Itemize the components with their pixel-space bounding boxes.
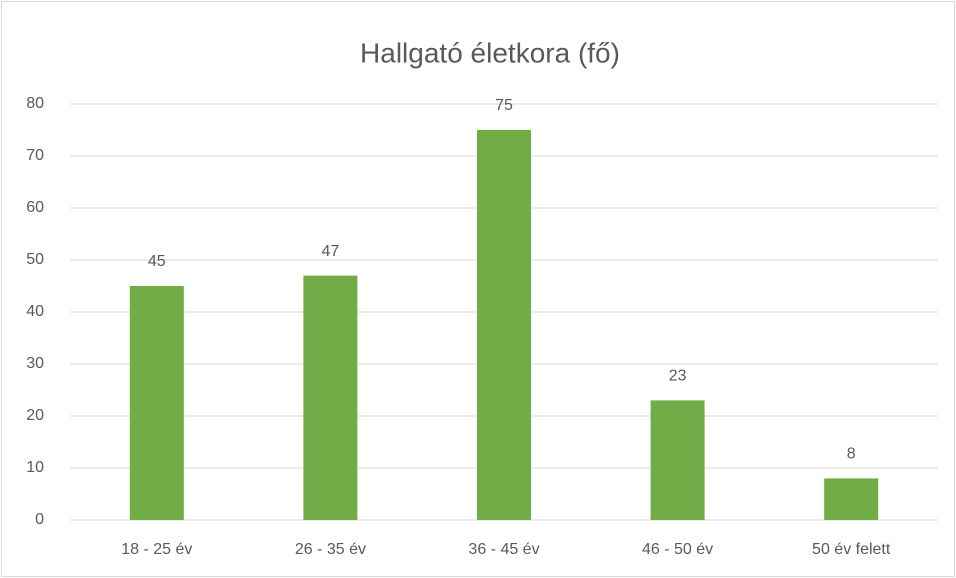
y-tick-label: 0: [35, 511, 44, 528]
bar: [650, 400, 705, 520]
data-label: 23: [669, 368, 687, 385]
data-label: 8: [847, 446, 856, 463]
x-tick-label: 46 - 50 év: [642, 541, 713, 558]
data-label: 47: [322, 243, 340, 260]
data-label: 45: [148, 253, 166, 270]
x-tick-label: 36 - 45 év: [468, 541, 539, 558]
chart-title: Hallgató életkora (fő): [360, 37, 620, 68]
bar: [129, 286, 184, 520]
x-tick-label: 18 - 25 év: [121, 541, 192, 558]
bar: [824, 478, 879, 520]
data-label: 75: [495, 97, 513, 114]
y-tick-label: 70: [26, 147, 44, 164]
y-tick-label: 80: [26, 95, 44, 112]
y-tick-label: 60: [26, 199, 44, 216]
y-tick-label: 10: [26, 459, 44, 476]
x-tick-label: 26 - 35 év: [295, 541, 366, 558]
y-tick-label: 40: [26, 303, 44, 320]
y-tick-label: 50: [26, 251, 44, 268]
y-tick-label: 20: [26, 407, 44, 424]
x-tick-label: 50 év felett: [812, 541, 891, 558]
y-tick-label: 30: [26, 355, 44, 372]
bar: [477, 130, 531, 520]
bar: [303, 275, 358, 520]
